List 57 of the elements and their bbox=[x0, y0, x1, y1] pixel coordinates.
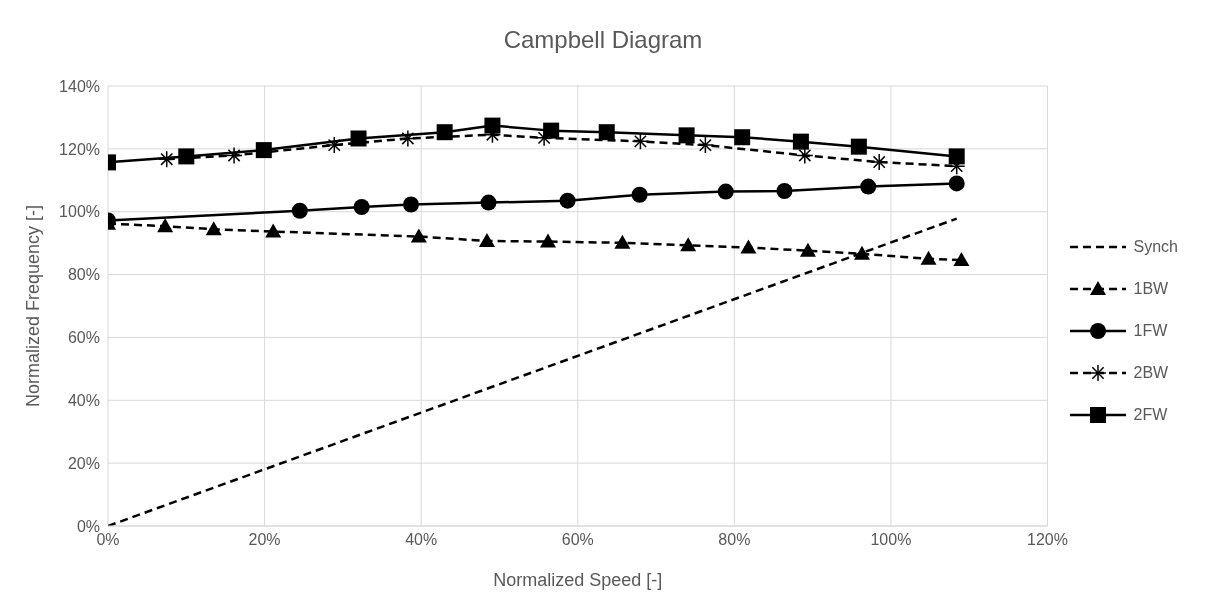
x-tick-label: 100% bbox=[870, 531, 912, 549]
point bbox=[850, 138, 867, 155]
point bbox=[920, 250, 937, 265]
point bbox=[543, 122, 560, 139]
point bbox=[799, 242, 816, 257]
point bbox=[734, 129, 751, 146]
point bbox=[953, 252, 970, 267]
point bbox=[853, 245, 870, 260]
y-axis-title: Normalized Frequency [-] bbox=[23, 204, 44, 408]
point bbox=[792, 133, 809, 150]
legend-label: Synch bbox=[1133, 238, 1178, 256]
point bbox=[540, 233, 557, 248]
x-axis-title: Normalized Speed [-] bbox=[493, 570, 663, 590]
point bbox=[631, 186, 648, 203]
x-tick-label: 40% bbox=[405, 531, 438, 549]
y-tick-label: 140% bbox=[59, 77, 100, 95]
x-tick-label: 20% bbox=[248, 531, 281, 549]
point bbox=[776, 182, 793, 199]
legend-label: 2FW bbox=[1133, 406, 1168, 424]
point bbox=[178, 148, 195, 165]
point bbox=[436, 124, 453, 141]
legend-label: 1BW bbox=[1133, 280, 1169, 298]
point bbox=[740, 239, 757, 254]
point bbox=[205, 221, 222, 236]
point bbox=[680, 237, 697, 252]
x-tick-label: 60% bbox=[561, 531, 594, 549]
point bbox=[480, 194, 497, 211]
point bbox=[265, 223, 282, 238]
y-tick-label: 120% bbox=[59, 140, 100, 158]
y-tick-label: 80% bbox=[67, 266, 100, 284]
point bbox=[717, 183, 734, 200]
legend-label: 2BW bbox=[1133, 364, 1169, 382]
point bbox=[559, 192, 576, 209]
chart-title: Campbell Diagram bbox=[502, 25, 704, 55]
point bbox=[484, 117, 501, 134]
point bbox=[410, 228, 427, 243]
point bbox=[948, 148, 965, 165]
y-tick-label: 20% bbox=[67, 454, 100, 472]
point bbox=[157, 218, 174, 233]
point bbox=[255, 142, 272, 159]
x-tick-label: 80% bbox=[718, 531, 751, 549]
point bbox=[291, 202, 308, 219]
y-tick-label: 100% bbox=[59, 203, 100, 221]
point bbox=[614, 234, 631, 249]
y-tick-label: 60% bbox=[67, 329, 100, 347]
point bbox=[860, 178, 877, 195]
point bbox=[678, 127, 695, 144]
point bbox=[353, 199, 370, 215]
point bbox=[948, 175, 965, 192]
point bbox=[598, 124, 615, 141]
x-tick-label: 0% bbox=[96, 531, 120, 549]
point bbox=[403, 196, 419, 213]
y-tick-label: 40% bbox=[67, 391, 100, 409]
x-tick-label: 120% bbox=[1027, 531, 1068, 549]
point bbox=[350, 130, 367, 147]
legend-label: 1FW bbox=[1133, 322, 1168, 340]
point bbox=[478, 232, 495, 247]
